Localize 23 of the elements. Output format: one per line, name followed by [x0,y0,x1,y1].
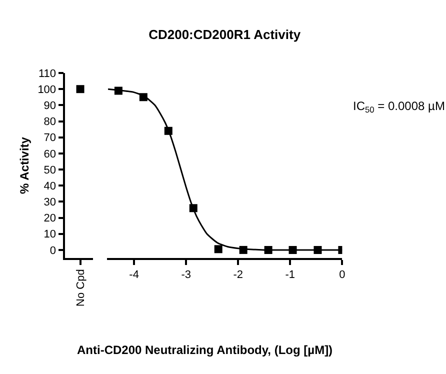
y-tick-label: 10 [44,228,56,241]
y-tick-label: 0 [50,244,56,257]
x-tick-label: 0 [339,268,346,281]
y-axis-title: % Activity [17,136,32,194]
y-tick-label: 30 [44,196,56,209]
x-tick-label: -4 [129,268,139,281]
x-tick-label: -1 [285,268,296,281]
y-tick-label: 110 [38,68,56,80]
text: IC$_{50}$ = 0.0008 µM [353,99,445,115]
y-tick-label: 50 [44,164,56,176]
x-axis-title: Anti-CD200 Neutralizing Antibody, (Log [µM]) [77,343,333,357]
y-tick-label: 60 [44,148,56,160]
x-tick-label: No Cpd [74,269,87,306]
point [214,245,222,254]
y-tick-label: 90 [44,100,56,112]
y-tick-label: 70 [44,132,56,144]
y-tick-label: 80 [44,116,56,128]
chart-title: CD200:CD200R1 Activity [148,27,302,42]
y-tick-label: 20 [44,212,56,225]
x-tick-label: -3 [181,268,191,281]
x-tick-label: -2 [233,268,244,281]
y-tick-label: 100 [38,84,56,96]
y-tick-label: 40 [44,180,56,192]
